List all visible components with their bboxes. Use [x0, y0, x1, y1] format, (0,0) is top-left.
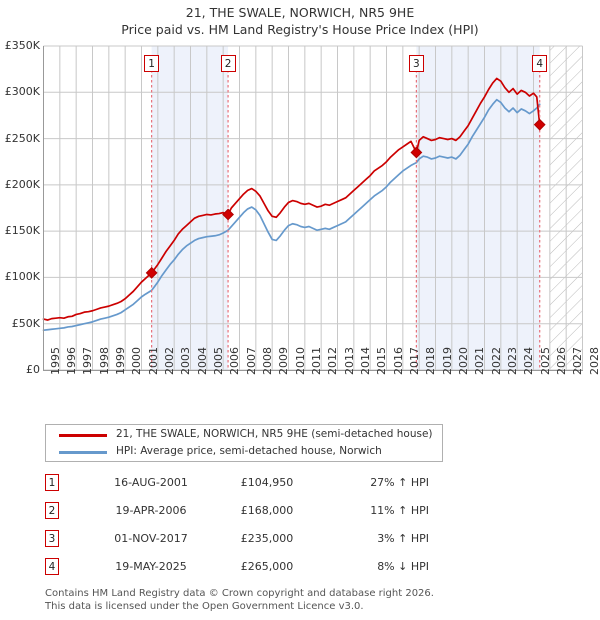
- x-axis-tick-label: 2002: [162, 347, 176, 375]
- x-axis-tick-label: 2010: [293, 347, 307, 375]
- x-axis-tick-label: 2022: [489, 347, 503, 375]
- y-axis-tick-label: £300K: [4, 85, 40, 99]
- x-axis-tick-label: 2011: [309, 347, 323, 375]
- x-axis-tick-label: 2028: [587, 347, 600, 375]
- highlight-bands: [151, 46, 540, 370]
- axis-line-left: [43, 46, 44, 371]
- chart-subtitle: Price paid vs. HM Land Registry's House …: [121, 22, 479, 37]
- x-axis-tick-label: 1998: [97, 347, 111, 375]
- x-axis-tick-label: 2027: [571, 347, 585, 375]
- legend-item-hpi: HPI: Average price, semi-detached house,…: [46, 443, 442, 462]
- table-row[interactable]: 1 16-AUG-2001 £104,950 27% ↑ HPI: [45, 470, 465, 498]
- y-axis-tick-label: £350K: [4, 39, 40, 52]
- sale-hpi-delta: 27% ↑ HPI: [370, 476, 429, 489]
- table-row[interactable]: 3 01-NOV-2017 £235,000 3% ↑ HPI: [45, 526, 465, 554]
- x-axis-tick-label: 2017: [407, 347, 421, 375]
- x-axis-tick-label: 2021: [473, 347, 487, 375]
- sale-price: £265,000: [240, 560, 294, 573]
- table-row[interactable]: 4 19-MAY-2025 £265,000 8% ↓ HPI: [45, 554, 465, 582]
- sale-date: 19-APR-2006: [115, 504, 187, 517]
- chart-legend: 21, THE SWALE, NORWICH, NR5 9HE (semi-de…: [45, 424, 443, 462]
- sale-hpi-delta: 3% ↑ HPI: [377, 532, 429, 545]
- x-axis-tick-label: 2015: [375, 347, 389, 375]
- x-axis-tick-label: 2006: [228, 347, 242, 375]
- legend-swatch-property: [59, 434, 107, 437]
- x-axis-tick-label: 2008: [260, 347, 274, 375]
- x-axis-tick-label: 2003: [179, 347, 193, 375]
- x-axis-tick-label: 2024: [522, 347, 536, 375]
- page-title: 21, THE SWALE, NORWICH, NR5 9HE Price pa…: [0, 4, 600, 38]
- sale-index-badge: 4: [45, 558, 59, 575]
- sale-price: £104,950: [240, 476, 294, 489]
- y-axis-tick-label: £250K: [4, 131, 40, 145]
- footer-copyright-line: Contains HM Land Registry data © Crown c…: [45, 588, 434, 599]
- price-chart: £0 £50K £100K £150K £200K £250K £300K £350K 199…: [0, 39, 600, 380]
- chart-marker-badge[interactable]: 2: [220, 55, 236, 72]
- sale-date: 16-AUG-2001: [114, 476, 188, 489]
- x-axis-tick-label: 1997: [81, 347, 95, 375]
- x-axis-tick-label: 2020: [456, 347, 470, 375]
- x-axis-tick-label: 2004: [195, 347, 209, 375]
- x-axis-tick-label: 2012: [326, 347, 340, 375]
- x-axis-tick-label: 2026: [554, 347, 568, 375]
- sale-hpi-delta: 8% ↓ HPI: [377, 560, 429, 573]
- x-axis-tick-label: 2013: [342, 347, 356, 375]
- chart-title: 21, THE SWALE, NORWICH, NR5 9HE: [185, 5, 415, 20]
- sale-point-markers: [145, 118, 546, 279]
- x-axis-tick-label: 2019: [440, 347, 454, 375]
- chart-marker-badge[interactable]: 4: [532, 55, 548, 72]
- y-axis-tick-label: £200K: [4, 177, 40, 191]
- sale-index-badge: 1: [45, 474, 59, 491]
- x-axis-tick-label: 2023: [505, 347, 519, 375]
- x-axis-tick-label: 2018: [424, 347, 438, 375]
- sale-hpi-delta: 11% ↑ HPI: [370, 504, 429, 517]
- x-axis-tick-label: 2014: [358, 347, 372, 375]
- footer-attribution: Contains HM Land Registry data © Crown c…: [45, 588, 565, 613]
- sale-price: £235,000: [240, 532, 294, 545]
- sale-date: 19-MAY-2025: [115, 560, 187, 573]
- x-axis-tick-label: 2000: [130, 347, 144, 375]
- x-axis-tick-label: 2001: [146, 347, 160, 375]
- sale-price: £168,000: [240, 504, 294, 517]
- x-axis-tick-label: 1999: [113, 347, 127, 375]
- legend-label-property: 21, THE SWALE, NORWICH, NR5 9HE (semi-de…: [116, 428, 433, 440]
- legend-label-hpi: HPI: Average price, semi-detached house,…: [116, 445, 382, 457]
- axis-line-bottom: [43, 370, 583, 371]
- x-axis-tick-label: 1996: [64, 347, 78, 375]
- footer-licence-line: This data is licensed under the Open Gov…: [45, 600, 364, 612]
- x-axis-tick-label: 2016: [391, 347, 405, 375]
- y-axis-tick-label: £50K: [11, 316, 40, 330]
- sales-history-table: 1 16-AUG-2001 £104,950 27% ↑ HPI 2 19-AP…: [45, 470, 465, 582]
- series-lines: [42, 77, 541, 332]
- x-axis-tick-label: 2009: [277, 347, 291, 375]
- sale-date: 01-NOV-2017: [114, 532, 188, 545]
- x-axis-tick-label: 2005: [211, 347, 225, 375]
- chart-marker-badge[interactable]: 1: [144, 55, 160, 72]
- chart-marker-badge[interactable]: 3: [408, 55, 424, 72]
- chart-plot-svg: [42, 45, 583, 371]
- x-axis-tick-label: 2025: [538, 347, 552, 375]
- sale-index-badge: 3: [45, 530, 59, 547]
- y-axis-tick-label: £100K: [4, 270, 40, 284]
- legend-swatch-hpi: [59, 451, 107, 454]
- x-axis-tick-label: 2007: [244, 347, 258, 375]
- sale-index-badge: 2: [45, 502, 59, 519]
- table-row[interactable]: 2 19-APR-2006 £168,000 11% ↑ HPI: [45, 498, 465, 526]
- y-axis-tick-label: £0: [26, 363, 40, 376]
- y-axis-tick-label: £150K: [4, 224, 40, 238]
- x-axis-tick-label: 1995: [48, 347, 62, 375]
- legend-item-property: 21, THE SWALE, NORWICH, NR5 9HE (semi-de…: [46, 426, 442, 445]
